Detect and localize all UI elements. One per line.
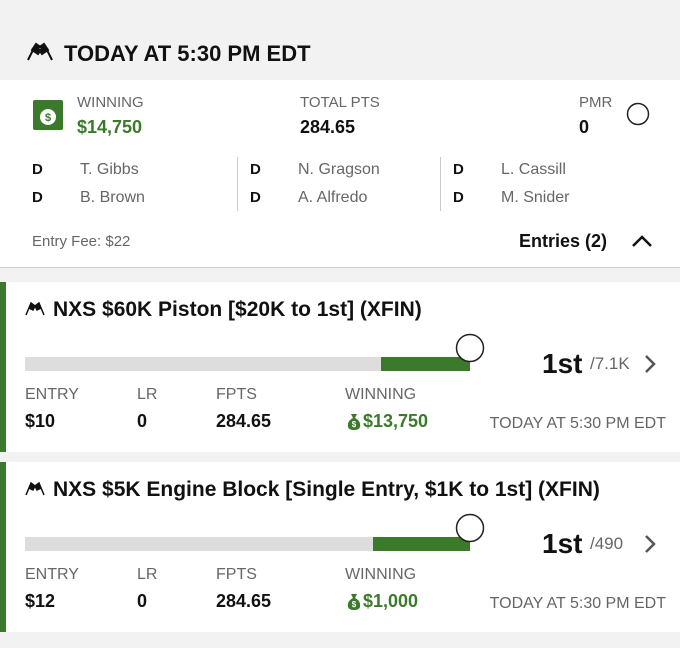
money-bag-icon: $ <box>347 414 361 430</box>
pmr-label: PMR <box>579 94 613 111</box>
stat-value: 284.65 <box>216 411 272 431</box>
progress-track <box>25 537 470 551</box>
progress-knob <box>455 513 485 543</box>
chevron-right[interactable] <box>643 534 657 554</box>
position: D <box>250 189 261 206</box>
progress-knob <box>455 333 485 363</box>
contest-entry[interactable]: NXS $5K Engine Block [Single Entry, $1K … <box>0 462 680 632</box>
stat-value: $10 <box>25 411 56 431</box>
winning-value: $14,750 <box>77 117 143 137</box>
stat-label: FPTS <box>216 386 257 403</box>
position: D <box>32 161 43 178</box>
stat-label: LR <box>137 386 158 403</box>
stat-value: 284.65 <box>216 591 272 611</box>
flag-icon <box>27 42 53 61</box>
stat-label: FPTS <box>216 566 257 583</box>
player-name: B. Brown <box>80 189 145 206</box>
rank: 1st <box>542 348 583 379</box>
stat-label: ENTRY <box>25 386 79 403</box>
contest-name: NXS $60K Piston [$20K to 1st] (XFIN) <box>53 298 422 321</box>
flag-icon <box>25 302 45 316</box>
position: D <box>32 189 43 206</box>
header-title: TODAY AT 5:30 PM EDT <box>64 41 311 66</box>
stat-value: 0 <box>137 411 148 431</box>
svg-text:$: $ <box>45 112 51 124</box>
stat-value: $13,750 <box>363 411 429 431</box>
entry-fee: Entry Fee: $22 <box>32 233 131 250</box>
contest-time: TODAY AT 5:30 PM EDT <box>489 415 666 432</box>
progress-fill <box>373 537 470 551</box>
svg-text:$: $ <box>352 600 357 609</box>
chevron-up[interactable] <box>630 233 654 249</box>
field-size: /490 <box>590 534 624 553</box>
progress-track <box>25 357 470 371</box>
pmr-circle <box>626 102 650 126</box>
contest-time: TODAY AT 5:30 PM EDT <box>489 595 666 612</box>
field-size: /7.1K <box>590 354 630 373</box>
flag-icon <box>25 482 45 496</box>
player-name: A. Alfredo <box>298 189 368 206</box>
entries-toggle[interactable]: Entries (2) <box>519 231 608 251</box>
stat-label: ENTRY <box>25 566 79 583</box>
divider <box>237 157 238 211</box>
stat-label: WINNING <box>345 566 417 583</box>
player-name: L. Cassill <box>501 161 566 178</box>
winning-label: WINNING <box>77 94 144 111</box>
points-value: 284.65 <box>300 117 356 137</box>
rank: 1st <box>542 528 583 559</box>
pmr-value: 0 <box>579 117 590 137</box>
player-name: T. Gibbs <box>80 161 139 178</box>
stat-label: WINNING <box>345 386 417 403</box>
position: D <box>250 161 261 178</box>
position: D <box>453 161 464 178</box>
stat-label: LR <box>137 566 158 583</box>
money-icon: $ <box>33 100 63 130</box>
contest-entry[interactable]: NXS $60K Piston [$20K to 1st] (XFIN) 1st /… <box>0 282 680 452</box>
money-bag-icon: $ <box>347 594 361 610</box>
divider <box>440 157 441 211</box>
player-name: N. Gragson <box>298 161 380 178</box>
stat-value: 0 <box>137 591 148 611</box>
stat-value: $12 <box>25 591 56 611</box>
svg-text:$: $ <box>352 420 357 429</box>
contest-name: NXS $5K Engine Block [Single Entry, $1K … <box>53 478 600 501</box>
progress-fill <box>381 357 470 371</box>
position: D <box>453 189 464 206</box>
points-label: TOTAL PTS <box>300 94 380 111</box>
player-name: M. Snider <box>501 189 570 206</box>
chevron-right[interactable] <box>643 354 657 374</box>
stat-value: $1,000 <box>363 591 419 611</box>
summary-card: $ WINNING $14,750 TOTAL PTS 284.65 PMR 0… <box>0 80 680 268</box>
